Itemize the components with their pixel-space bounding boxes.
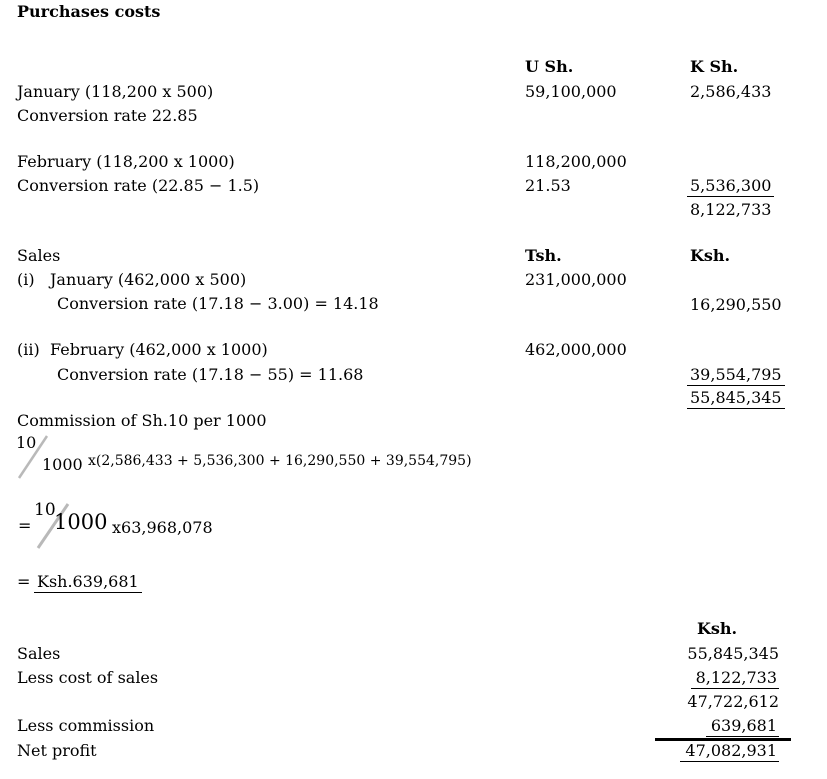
page-title: Purchases costs: [17, 2, 161, 21]
underlined-value: 639,681: [705, 716, 779, 737]
sales-item-1-tsh-value: 231,000,000: [525, 270, 627, 289]
sales-item-1-rate: Conversion rate (17.18 − 3.00) = 14.18: [57, 294, 379, 313]
summary-row-cost-of-sales-label: Less cost of sales: [17, 668, 159, 687]
sales-heading: Sales: [17, 246, 61, 265]
purchases-february-rate-value: 21.53: [525, 176, 571, 195]
summary-row-net-profit-label: Net profit: [17, 741, 97, 760]
purchases-february-ush-value: 118,200,000: [525, 152, 627, 171]
column-header-ksh: K Sh.: [690, 57, 739, 76]
purchases-january-rate-label: Conversion rate 22.85: [17, 106, 198, 125]
commission-formula: x(2,586,433 + 5,536,300 + 16,290,550 + 3…: [88, 453, 472, 469]
summary-row-sales-label: Sales: [17, 644, 61, 663]
summary-row-commission-value: 639,681: [655, 716, 779, 737]
underlined-value: 8,122,733: [690, 668, 779, 689]
summary-row-gross-profit-value: 47,722,612: [687, 692, 779, 711]
column-header-ksh-sales: Ksh.: [690, 246, 731, 265]
purchases-january-ksh-value: 2,586,433: [690, 82, 772, 101]
sales-item-2-ksh-value: 39,554,795: [687, 365, 785, 386]
summary-row-net-profit-value: 47,082,931: [655, 741, 779, 762]
column-header-tsh: Tsh.: [525, 246, 562, 265]
sales-item-2-rate: Conversion rate (17.18 − 55) = 11.68: [57, 365, 364, 384]
underlined-value: Ksh.639,681: [34, 572, 142, 593]
sales-total-ksh: 55,845,345: [687, 388, 785, 409]
purchases-february-rate-label: Conversion rate (22.85 − 1.5): [17, 176, 260, 195]
fraction2-numerator: 10: [34, 500, 56, 520]
fraction2-denominator: 1000: [54, 510, 108, 534]
sales-item-2-label: February (462,000 x 1000): [50, 340, 268, 359]
equals-sign-1: =: [18, 516, 32, 535]
column-header-ush: U Sh.: [525, 57, 574, 76]
commission-result: Ksh.639,681: [34, 572, 142, 593]
commission-heading: Commission of Sh.10 per 1000: [17, 411, 267, 430]
sales-item-1-label: January (462,000 x 500): [50, 270, 247, 289]
purchases-february-ksh-value: 5,536,300: [687, 176, 775, 197]
underlined-value: 55,845,345: [687, 388, 785, 409]
fraction-slash-icon: [36, 503, 70, 549]
sales-item-2-tsh-value: 462,000,000: [525, 340, 627, 359]
purchases-january-label: January (118,200 x 500): [17, 82, 214, 101]
summary-row-commission-label: Less commission: [17, 716, 155, 735]
underlined-value: 47,082,931: [680, 741, 779, 762]
purchases-february-label: February (118,200 x 1000): [17, 152, 235, 171]
summary-row-cost-of-sales-value: 8,122,733: [655, 668, 779, 689]
commission-step2-formula: x63,968,078: [112, 518, 213, 537]
summary-column-header-ksh: Ksh.: [696, 619, 738, 638]
underlined-value: 39,554,795: [687, 365, 785, 386]
summary-row-sales-value: 55,845,345: [687, 644, 779, 663]
sales-item-1-index: (i): [17, 270, 35, 289]
fraction1-denominator: 1000: [42, 455, 83, 474]
purchases-january-ush-value: 59,100,000: [525, 82, 617, 101]
purchases-total-ksh: 8,122,733: [690, 200, 772, 219]
fraction1-numerator: 10: [16, 433, 37, 452]
sales-item-2-index: (ii): [17, 340, 40, 359]
equals-sign-2: =: [17, 572, 31, 591]
sales-item-1-ksh-value: 16,290,550: [690, 295, 782, 314]
total-rule: [655, 738, 791, 741]
fraction-slash-icon: [17, 435, 49, 479]
underlined-value: 5,536,300: [687, 176, 775, 197]
